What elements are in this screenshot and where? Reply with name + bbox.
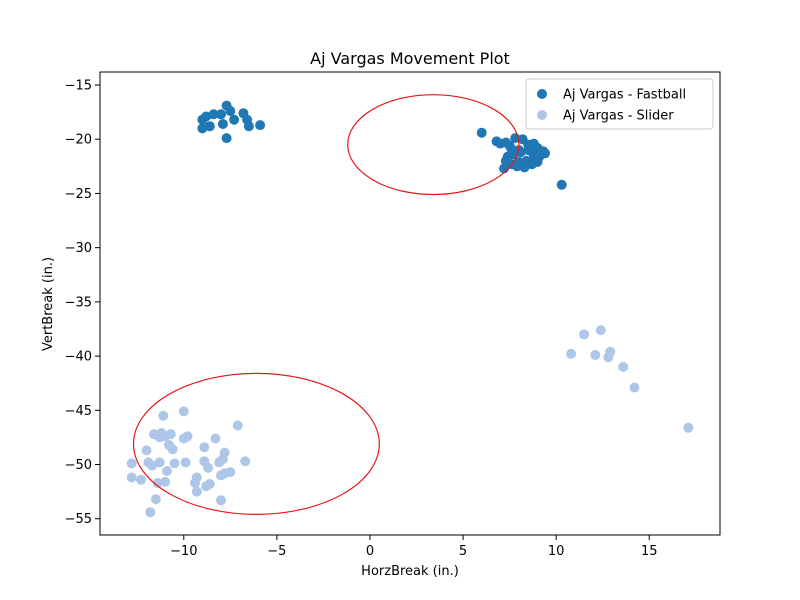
slider-point [162, 466, 172, 476]
plot-area [126, 94, 694, 518]
slider-point [178, 406, 189, 417]
annotation-ellipse [347, 94, 520, 196]
fastball-point [208, 109, 219, 120]
slider-point [216, 495, 226, 506]
y-tick-label: −20 [65, 133, 92, 148]
slider-point [191, 486, 202, 497]
slider-point [683, 422, 694, 433]
slider-point [210, 433, 221, 444]
slider-point [199, 442, 210, 453]
slider-point [240, 456, 251, 467]
fastball-point [556, 179, 567, 190]
slider-point [182, 431, 193, 442]
y-axis-label: VertBreak (in.) [41, 257, 56, 351]
y-tick-label: −55 [65, 512, 92, 527]
x-tick-label: 15 [641, 544, 658, 559]
slider-point [147, 460, 158, 471]
fastball-point [512, 161, 523, 172]
x-tick-label: 0 [366, 544, 374, 559]
axes: −10 −5 0 5 10 15−15−20−25−30−35−40−45−50−55 [65, 71, 721, 559]
fastball-point [225, 106, 236, 116]
fastball-point [506, 144, 517, 154]
plot-frame [99, 71, 721, 536]
slider-point [165, 429, 176, 440]
slider-point [126, 458, 137, 469]
fastball-point [229, 114, 240, 125]
slider-point [595, 325, 606, 336]
y-tick-label: −40 [65, 350, 92, 365]
y-tick-label: −25 [65, 187, 92, 202]
slider-point [618, 361, 629, 372]
annotation-ellipse [132, 372, 380, 515]
slider-point [141, 445, 152, 456]
x-tick-label: −10 [170, 544, 197, 559]
slider-point [605, 346, 616, 357]
slider-point [203, 462, 213, 473]
slider-point [629, 382, 640, 393]
slider-point [191, 472, 202, 483]
y-tick-label: −45 [65, 404, 92, 419]
y-tick-label: −50 [65, 458, 92, 473]
legend-marker [537, 110, 547, 120]
x-tick-label: 5 [459, 544, 467, 559]
slider-point [160, 476, 171, 487]
fastball-point [499, 163, 509, 174]
slider-point [158, 410, 169, 421]
slider-point [167, 444, 178, 455]
slider-point [152, 478, 163, 488]
legend-label: Aj Vargas - Fastball [563, 88, 686, 103]
slider-point [136, 474, 146, 485]
data-points [126, 100, 694, 518]
fastball-point [476, 127, 487, 138]
annotations [132, 94, 520, 515]
fastball-point [217, 119, 228, 129]
y-tick-label: −15 [65, 79, 92, 94]
legend-box [525, 78, 714, 130]
fastball-point [197, 123, 208, 134]
slider-point [169, 458, 180, 469]
fastball-point [532, 157, 543, 167]
slider-point [232, 420, 243, 431]
chart-title: Aj Vargas Movement Plot [310, 49, 510, 68]
x-tick-label: −5 [267, 544, 286, 559]
fastball-point [201, 111, 212, 122]
fastball-point [255, 120, 266, 131]
slider-point [154, 457, 165, 468]
slider-point [204, 479, 215, 489]
slider-point [566, 348, 577, 359]
slider-point [219, 447, 230, 458]
fastball-point [216, 109, 226, 120]
slider-point [590, 350, 601, 360]
fastball-point [221, 133, 232, 144]
slider-point [579, 329, 590, 340]
fastball-point [519, 162, 530, 173]
legend: Aj Vargas - Fastball Aj Vargas - Slider [525, 78, 714, 130]
fastball-point [243, 121, 254, 132]
y-tick-label: −30 [65, 241, 92, 256]
y-tick-label: −35 [65, 295, 92, 310]
slider-point [145, 507, 156, 518]
slider-point [150, 494, 161, 505]
x-tick-label: 10 [548, 544, 565, 559]
slider-point [180, 457, 191, 468]
legend-label: Aj Vargas - Slider [563, 109, 674, 124]
x-axis-label: HorzBreak (in.) [361, 564, 459, 579]
legend-marker [537, 89, 547, 99]
slider-point [126, 472, 137, 483]
slider-point [225, 467, 236, 478]
